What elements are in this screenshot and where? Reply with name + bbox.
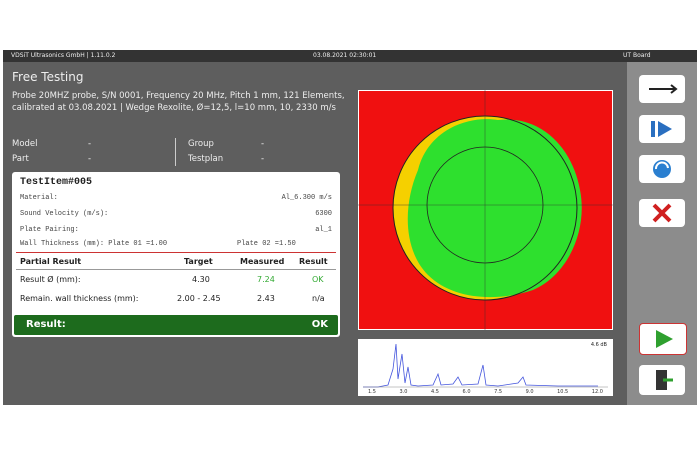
field-value: Al_6.300 m/s	[281, 194, 332, 202]
label: Testplan	[188, 154, 224, 164]
label: Model	[12, 139, 38, 149]
main-panel: Free Testing Probe 20MHZ probe, S/N 0001…	[3, 62, 627, 405]
divider	[175, 138, 176, 166]
value: -	[88, 139, 92, 149]
field-label: Sound Velocity (m/s):	[20, 210, 109, 218]
field-value: al_1	[315, 226, 332, 234]
th: Partial Result	[20, 257, 82, 266]
value: -	[261, 154, 265, 164]
x-label: 1.5	[368, 389, 376, 395]
td: Remain. wall thickness (mm):	[20, 294, 139, 303]
datetime: 03.08.2021 02:30:01	[313, 52, 377, 59]
td: 2.00 - 2.45	[177, 294, 221, 303]
td: Result Ø (mm):	[20, 275, 81, 284]
td: OK	[312, 275, 324, 284]
app-name: VDSiT Ultrasonics GmbH | 1.11.0.2	[11, 52, 116, 59]
field-label: Wall Thickness (mm): Plate 01 =1.00	[20, 240, 168, 248]
field-label: Plate Pairing:	[20, 226, 79, 234]
td: 7.24	[257, 275, 275, 284]
gain: 4.6 dB	[590, 342, 607, 348]
field-value: Plate 02 =1.50	[237, 240, 296, 248]
x-label: 10.5	[557, 389, 569, 395]
label: Group	[188, 139, 214, 149]
exit-button[interactable]	[639, 365, 685, 395]
cancel-button[interactable]	[639, 199, 685, 227]
card-title: TestItem#005	[20, 177, 93, 188]
x-label: 12.0	[591, 389, 603, 395]
next-button[interactable]	[639, 75, 685, 103]
label: Part	[12, 154, 29, 164]
x-label: 7.5	[494, 389, 503, 395]
waveform	[363, 343, 608, 388]
value: -	[261, 139, 265, 149]
x-label: 9.0	[525, 389, 534, 395]
result-bar: Result: OK	[14, 315, 338, 335]
divider	[16, 252, 336, 253]
divider	[16, 269, 336, 270]
th: Result	[299, 257, 328, 266]
x-label: 4.5	[431, 389, 439, 395]
board: UT Board	[623, 52, 651, 59]
result-label: Result:	[26, 319, 66, 330]
td: 4.30	[192, 275, 210, 284]
sidebar[interactable]	[627, 62, 697, 405]
card: TestItem#005 Material: Al_6.300 m/s Soun…	[12, 172, 340, 337]
refresh-button[interactable]	[639, 155, 685, 183]
a-scan: 4.6 dB 1.5 3.0 4.5 6.0 7.5 9.0 10.5 12.0	[358, 339, 613, 396]
title-bar: VDSiT Ultrasonics GmbH | 1.11.0.2 03.08.…	[3, 50, 697, 62]
probe-info: Probe 20MHZ probe, S/N 0001, Frequency 2…	[12, 91, 345, 113]
value: -	[88, 154, 92, 164]
x-axis: 1.5 3.0 4.5 6.0 7.5 9.0 10.5 12.0	[368, 389, 603, 395]
x-label: 6.0	[462, 389, 471, 395]
td: n/a	[312, 294, 325, 303]
skip-button[interactable]	[639, 115, 685, 143]
th: Target	[184, 257, 213, 266]
field-value: 6300	[315, 210, 332, 218]
x-label: 3.0	[399, 389, 408, 395]
td: 2.43	[257, 294, 275, 303]
field-label: Material:	[20, 194, 58, 202]
c-scan	[358, 90, 613, 330]
th: Measured	[240, 257, 285, 266]
result-value: OK	[311, 319, 328, 330]
title: Free Testing	[12, 70, 84, 84]
start-button[interactable]	[639, 323, 687, 355]
